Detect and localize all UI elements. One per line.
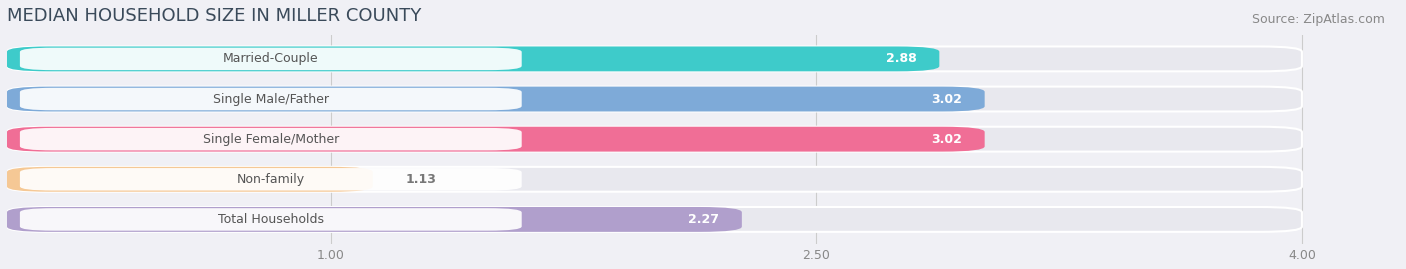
FancyBboxPatch shape <box>7 127 1302 152</box>
FancyBboxPatch shape <box>7 207 742 232</box>
FancyBboxPatch shape <box>20 88 522 110</box>
Text: Non-family: Non-family <box>236 173 305 186</box>
FancyBboxPatch shape <box>20 208 522 231</box>
FancyBboxPatch shape <box>7 47 1302 71</box>
FancyBboxPatch shape <box>7 207 1302 232</box>
FancyBboxPatch shape <box>20 168 522 190</box>
Text: MEDIAN HOUSEHOLD SIZE IN MILLER COUNTY: MEDIAN HOUSEHOLD SIZE IN MILLER COUNTY <box>7 7 422 25</box>
Text: Total Households: Total Households <box>218 213 323 226</box>
Text: 2.27: 2.27 <box>688 213 720 226</box>
FancyBboxPatch shape <box>7 167 1302 192</box>
Text: Single Male/Father: Single Male/Father <box>212 93 329 105</box>
Text: Single Female/Mother: Single Female/Mother <box>202 133 339 146</box>
Text: 1.13: 1.13 <box>405 173 436 186</box>
Text: Married-Couple: Married-Couple <box>224 52 319 65</box>
FancyBboxPatch shape <box>7 87 984 111</box>
FancyBboxPatch shape <box>20 48 522 70</box>
FancyBboxPatch shape <box>7 47 939 71</box>
Text: 3.02: 3.02 <box>931 93 962 105</box>
FancyBboxPatch shape <box>7 167 373 192</box>
Text: Source: ZipAtlas.com: Source: ZipAtlas.com <box>1251 13 1385 26</box>
FancyBboxPatch shape <box>20 128 522 150</box>
Text: 3.02: 3.02 <box>931 133 962 146</box>
Text: 2.88: 2.88 <box>886 52 917 65</box>
FancyBboxPatch shape <box>7 87 1302 111</box>
FancyBboxPatch shape <box>7 127 984 152</box>
